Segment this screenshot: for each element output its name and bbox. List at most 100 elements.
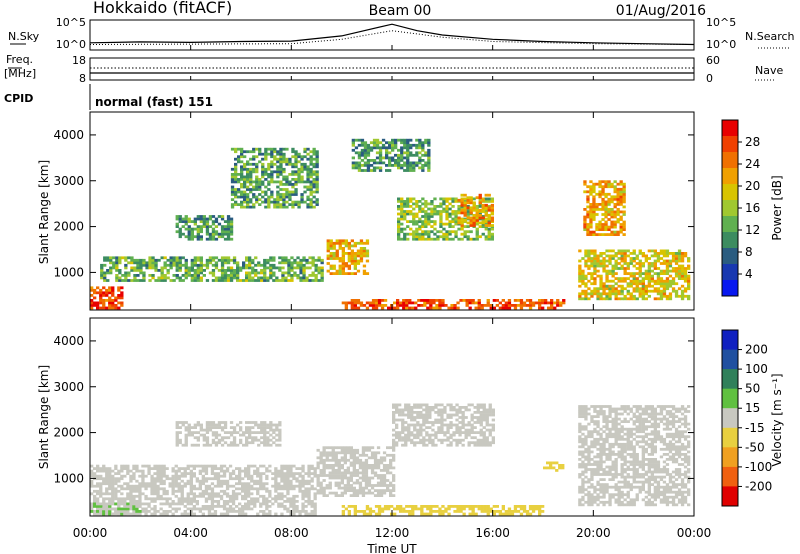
power-cell-9 xyxy=(385,153,389,157)
power-cell-7 xyxy=(578,259,582,263)
velocity-cell-3 xyxy=(401,408,405,412)
velocity-cell-0 xyxy=(90,484,94,488)
velocity-cell-2 xyxy=(316,448,320,452)
velocity-cell-0 xyxy=(201,474,205,478)
power-cell-1 xyxy=(287,258,291,262)
power-cell-5 xyxy=(400,205,404,208)
power-cell-4 xyxy=(374,301,379,305)
power-cell-7 xyxy=(599,277,603,280)
velocity-cell-1 xyxy=(232,438,237,442)
power-cell-3 xyxy=(341,252,345,255)
velocity-cell-0 xyxy=(141,472,145,475)
power-cell-10 xyxy=(300,175,304,179)
power-cell-8 xyxy=(610,213,614,216)
velocity-cell-3 xyxy=(422,443,426,447)
power-cell-1 xyxy=(251,258,255,262)
power-cell-5 xyxy=(487,230,491,234)
velocity-cell-0 xyxy=(201,512,205,516)
power-cell-1 xyxy=(269,258,273,262)
power-cell-2 xyxy=(202,222,206,226)
power-cell-2 xyxy=(217,232,222,236)
power-cell-3 xyxy=(332,264,336,268)
power-cell-10 xyxy=(252,205,256,209)
power-cell-8 xyxy=(619,225,623,229)
power-cell-6 xyxy=(469,198,473,202)
power-cell-1 xyxy=(290,279,294,282)
power-cell-5 xyxy=(463,230,467,234)
velocity-cell-3 xyxy=(404,406,408,409)
power-cell-4 xyxy=(538,306,542,310)
power-cell-1 xyxy=(278,269,282,272)
power-cell-2 xyxy=(190,232,194,236)
velocity-cell-4 xyxy=(578,440,582,444)
power-cell-1 xyxy=(196,269,200,272)
power-cell-8 xyxy=(589,218,593,221)
power-cell-7 xyxy=(671,259,676,263)
power-cell-4 xyxy=(405,304,409,307)
velocity-cell-3 xyxy=(485,443,489,447)
velocity-cell-3 xyxy=(455,423,459,427)
velocity-cell-4 xyxy=(602,430,606,434)
velocity-cell-0 xyxy=(180,500,184,503)
velocity-cell-0 xyxy=(195,502,199,506)
power-cell-10 xyxy=(261,195,265,199)
velocity-cell-2 xyxy=(343,484,347,487)
power-cell-5 xyxy=(400,227,404,231)
power-cell-4 xyxy=(528,301,533,305)
velocity-cell-4 xyxy=(581,495,585,499)
velocity-cell-2 xyxy=(346,451,350,455)
velocity-cell-1 xyxy=(278,438,282,442)
power-cell-10 xyxy=(249,162,253,166)
power-cell-7 xyxy=(578,294,582,298)
power-cell-2 xyxy=(184,227,188,231)
power-cell-7 xyxy=(635,297,639,301)
power-cell-10 xyxy=(246,175,250,179)
power-cell-3 xyxy=(359,241,364,245)
velocity-cell-1 xyxy=(266,423,270,427)
velocity-cell-3 xyxy=(443,423,447,427)
velocity-cell-3 xyxy=(422,436,426,440)
power-cell-8 xyxy=(586,233,590,236)
power-cell-7 xyxy=(602,257,606,260)
power-cell-10 xyxy=(282,183,286,186)
velocity-cell-1 xyxy=(196,421,200,424)
velocity-cell-0 xyxy=(268,510,272,513)
power-cell-6 xyxy=(472,216,476,220)
velocity-cell-4 xyxy=(608,493,612,497)
power-cell-7 xyxy=(635,267,639,270)
power-cell-5 xyxy=(427,230,431,234)
velocity-cell-2 xyxy=(337,486,341,490)
velocity-cell-2 xyxy=(319,461,323,465)
velocity-cell-0 xyxy=(292,472,296,475)
power-cell-5 xyxy=(400,217,404,221)
power-cell-1 xyxy=(151,276,155,280)
power-cell-1 xyxy=(254,263,258,267)
power-cell-8 xyxy=(619,200,623,204)
velocity-cell-2 xyxy=(389,446,393,450)
power-cell-7 xyxy=(581,272,585,275)
power-cell-5 xyxy=(472,237,476,241)
power-cell-1 xyxy=(100,274,104,277)
velocity-cell-0 xyxy=(268,492,272,496)
power-cell-1 xyxy=(163,279,167,282)
power-cell-9 xyxy=(354,164,359,167)
power-cell-10 xyxy=(276,152,280,156)
velocity-cell-4 xyxy=(611,468,615,471)
power-cell-1 xyxy=(130,256,134,260)
power-cell-7 xyxy=(587,249,591,253)
velocity-cell-3 xyxy=(449,408,453,412)
power-cell-9 xyxy=(385,141,389,145)
power-cell-6 xyxy=(460,208,464,212)
power-cell-10 xyxy=(270,190,274,194)
power-cell-7 xyxy=(632,279,636,283)
velocity-cell-0 xyxy=(120,464,124,468)
power-cell-9 xyxy=(421,153,425,157)
velocity-cell-4 xyxy=(581,470,585,474)
power-cell-10 xyxy=(285,178,289,181)
power-cell-4 xyxy=(462,299,466,302)
power-cell-2 xyxy=(229,222,234,226)
velocity-cell-1 xyxy=(245,428,249,432)
power-cell-1 xyxy=(139,266,143,270)
power-cell-1 xyxy=(263,276,267,280)
power-cell-8 xyxy=(619,218,623,221)
